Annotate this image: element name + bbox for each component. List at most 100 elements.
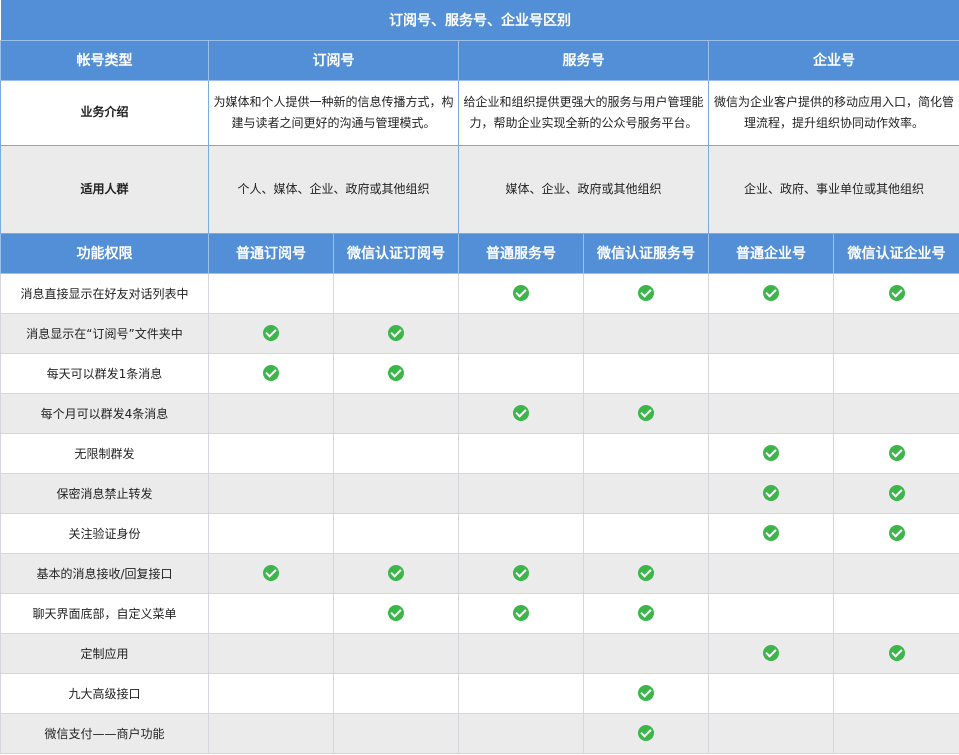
target-subscription: 个人、媒体、企业、政府或其他组织 [208,144,459,234]
feature-cell [458,312,584,354]
table-row: 每个月可以群发4条消息 [0,392,959,434]
check-circle-icon [888,645,905,661]
feature-cell [208,592,334,634]
feature-cell [708,592,834,634]
features-label: 功能权限 [0,232,209,274]
feature-cell [832,392,959,434]
feature-cell [583,392,709,434]
intro-enterprise: 微信为企业客户提供的移动应用入口，简化管理流程，提升组织协同动作效率。 [707,79,959,146]
check-circle-icon [888,525,905,541]
feature-cell [832,352,959,394]
feature-cell [832,552,959,594]
feature-cell [583,312,709,354]
check-circle-icon [638,405,654,421]
feature-cell [458,352,584,394]
feature-cell [583,432,709,474]
feature-cell [458,432,584,474]
feature-cell [458,392,584,434]
feature-cell [458,672,584,714]
check-circle-icon [888,285,905,301]
feature-cell [208,432,334,474]
header-service: 服务号 [458,39,709,81]
check-circle-icon [888,445,905,461]
header-enterprise: 企业号 [707,39,959,81]
check-circle-icon [638,725,654,741]
feature-cell [333,312,459,354]
feature-cell [583,552,709,594]
feature-column-header: 普通企业号 [708,232,834,274]
feature-name: 每个月可以群发4条消息 [0,392,209,434]
feature-cell [208,312,334,354]
feature-cell [333,712,459,754]
feature-cell [333,272,459,314]
feature-cell [333,512,459,554]
feature-name: 定制应用 [0,632,209,674]
feature-cell [708,432,834,474]
account-type-label: 帐号类型 [0,39,209,81]
intro-row: 业务介绍 为媒体和个人提供一种新的信息传播方式，构建与读者之间更好的沟通与管理模… [0,79,959,146]
feature-cell [832,512,959,554]
check-circle-icon [763,645,779,661]
feature-cell [832,472,959,514]
check-circle-icon [763,445,779,461]
feature-name: 消息显示在“订阅号”文件夹中 [0,312,209,354]
table-row: 九大高级接口 [0,672,959,714]
check-circle-icon [513,565,529,581]
feature-name: 九大高级接口 [0,672,209,714]
header-subscription: 订阅号 [208,39,459,81]
feature-column-header: 普通订阅号 [208,232,334,274]
account-type-header-row: 帐号类型 订阅号 服务号 企业号 [0,39,959,81]
table-row: 消息直接显示在好友对话列表中 [0,272,959,314]
check-circle-icon [388,565,404,581]
check-circle-icon [638,565,654,581]
feature-cell [832,712,959,754]
feature-cell [208,712,334,754]
feature-cell [708,392,834,434]
feature-cell [583,272,709,314]
feature-cell [333,552,459,594]
feature-cell [708,472,834,514]
table-row: 每天可以群发1条消息 [0,352,959,394]
feature-cell [333,352,459,394]
feature-cell [832,272,959,314]
feature-cell [208,272,334,314]
check-circle-icon [388,325,404,341]
table-row: 基本的消息接收/回复接口 [0,552,959,594]
check-circle-icon [263,565,279,581]
feature-cell [583,672,709,714]
check-circle-icon [263,365,279,381]
check-circle-icon [638,285,654,301]
check-circle-icon [638,685,654,701]
table-row: 聊天界面底部，自定义菜单 [0,592,959,634]
features-header-row: 功能权限 普通订阅号 微信认证订阅号 普通服务号 微信认证服务号 普通企业号 微信认证企业… [0,232,959,274]
feature-cell [583,352,709,394]
table-row: 定制应用 [0,632,959,674]
feature-cell [208,672,334,714]
feature-column-header: 微信认证订阅号 [333,232,459,274]
feature-cell [333,432,459,474]
feature-cell [832,432,959,474]
feature-cell [583,592,709,634]
feature-cell [458,592,584,634]
check-circle-icon [513,405,529,421]
feature-cell [708,632,834,674]
check-circle-icon [763,285,779,301]
target-service: 媒体、企业、政府或其他组织 [458,144,709,234]
feature-cell [708,312,834,354]
feature-cell [583,472,709,514]
title-row: 订阅号、服务号、企业号区别 [0,0,959,41]
feature-cell [708,272,834,314]
feature-column-header: 微信认证服务号 [583,232,709,274]
feature-name: 聊天界面底部，自定义菜单 [0,592,209,634]
feature-cell [458,272,584,314]
target-enterprise: 企业、政府、事业单位或其他组织 [707,144,959,234]
feature-cell [832,632,959,674]
table-row: 微信支付——商户功能 [0,712,959,754]
feature-name: 关注验证身份 [0,512,209,554]
check-circle-icon [638,605,654,621]
check-circle-icon [388,365,404,381]
feature-cell [208,632,334,674]
table-row: 保密消息禁止转发 [0,472,959,514]
feature-cell [583,512,709,554]
